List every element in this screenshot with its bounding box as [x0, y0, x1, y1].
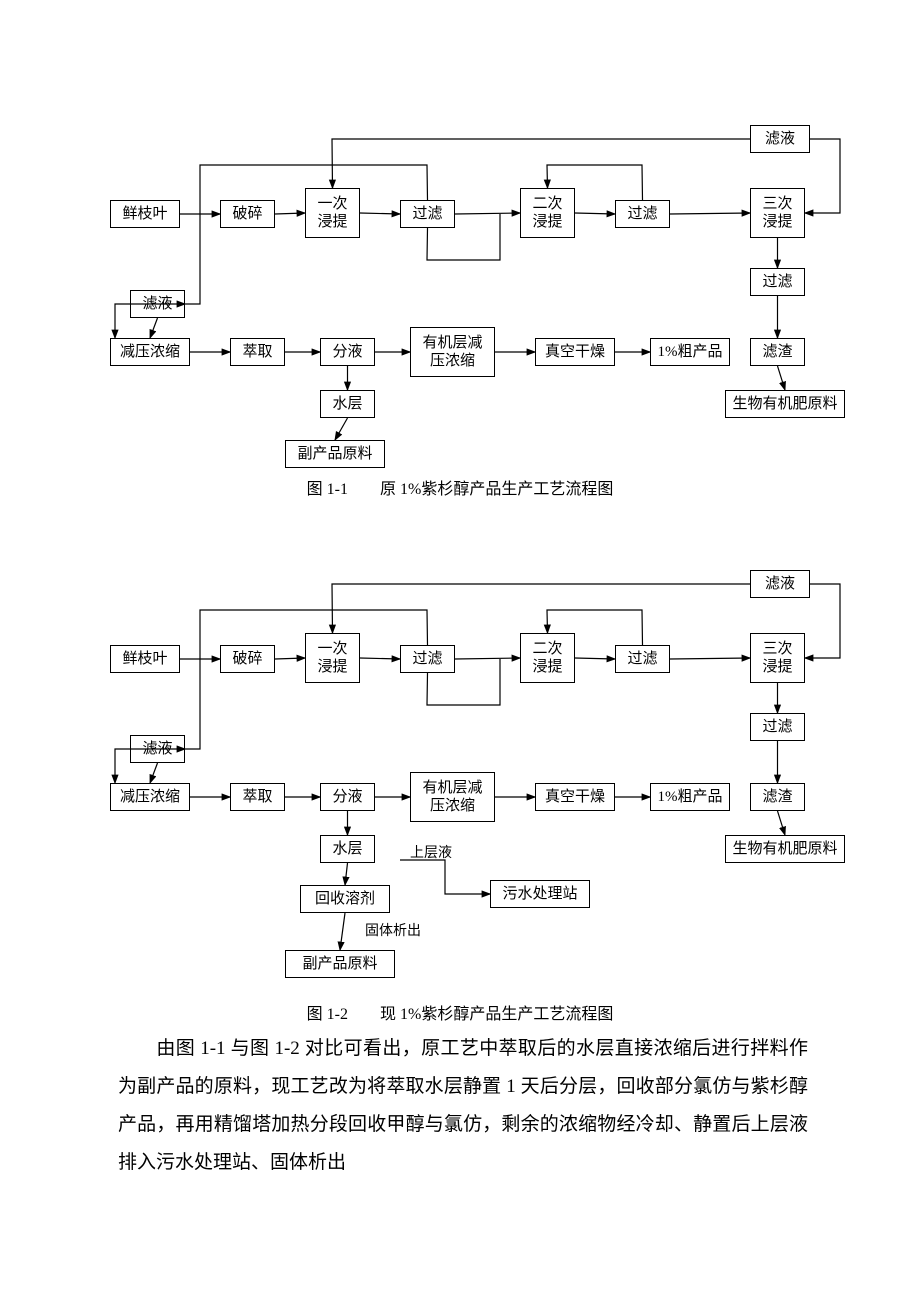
node-cuchanpin: 1%粗产品 — [650, 783, 730, 811]
node-shengwu: 生物有机肥原料 — [725, 390, 845, 418]
caption-2: 图 1-2 现 1%紫杉醇产品生产工艺流程图 — [0, 1000, 920, 1024]
node-huishou: 回收溶剂 — [300, 885, 390, 913]
node-yiciti: 一次 浸提 — [305, 633, 360, 683]
annotation-label: 上层液 — [410, 842, 452, 862]
node-zhenkong: 真空干燥 — [535, 783, 615, 811]
node-xianzhiye: 鲜枝叶 — [110, 645, 180, 673]
node-jianya: 减压浓缩 — [110, 338, 190, 366]
node-youji: 有机层减 压浓缩 — [410, 327, 495, 377]
node-sanciti: 三次 浸提 — [750, 633, 805, 683]
node-guolv3: 过滤 — [750, 268, 805, 296]
flowchart-2: 滤液鲜枝叶破碎一次 浸提过滤二次 浸提过滤三次 浸提过滤滤液减压浓缩萃取分液有机… — [0, 560, 920, 980]
node-posui: 破碎 — [220, 200, 275, 228]
node-jianya: 减压浓缩 — [110, 783, 190, 811]
node-sanciti: 三次 浸提 — [750, 188, 805, 238]
node-cuiqu: 萃取 — [230, 783, 285, 811]
node-guolv1: 过滤 — [400, 645, 455, 673]
node-yiciti: 一次 浸提 — [305, 188, 360, 238]
node-fenye: 分液 — [320, 338, 375, 366]
node-zhenkong: 真空干燥 — [535, 338, 615, 366]
node-cuiqu: 萃取 — [230, 338, 285, 366]
node-xianzhiye: 鲜枝叶 — [110, 200, 180, 228]
node-lvye_bot: 滤液 — [130, 290, 185, 318]
node-lvye_bot: 滤液 — [130, 735, 185, 763]
node-wushui: 污水处理站 — [490, 880, 590, 908]
annotation-label: 固体析出 — [365, 920, 421, 940]
node-guolv2: 过滤 — [615, 645, 670, 673]
node-fuchanpin: 副产品原料 — [285, 440, 385, 468]
node-youji: 有机层减 压浓缩 — [410, 772, 495, 822]
node-shuiceng: 水层 — [320, 835, 375, 863]
node-lvye_top: 滤液 — [750, 570, 810, 598]
node-fenye: 分液 — [320, 783, 375, 811]
node-guolv2: 过滤 — [615, 200, 670, 228]
node-shengwu: 生物有机肥原料 — [725, 835, 845, 863]
body-text: 由图 1-1 与图 1-2 对比可看出，原工艺中萃取后的水层直接浓缩后进行拌料作… — [118, 1038, 808, 1173]
caption-1: 图 1-1 原 1%紫杉醇产品生产工艺流程图 — [0, 475, 920, 499]
node-lvye_top: 滤液 — [750, 125, 810, 153]
node-cuchanpin: 1%粗产品 — [650, 338, 730, 366]
node-erciti: 二次 浸提 — [520, 633, 575, 683]
node-guolv3: 过滤 — [750, 713, 805, 741]
body-paragraph: 由图 1-1 与图 1-2 对比可看出，原工艺中萃取后的水层直接浓缩后进行拌料作… — [118, 1030, 808, 1182]
node-lvzha: 滤渣 — [750, 783, 805, 811]
flowchart-1: 滤液鲜枝叶破碎一次 浸提过滤二次 浸提过滤三次 浸提过滤滤液减压浓缩萃取分液有机… — [0, 120, 920, 470]
node-lvzha: 滤渣 — [750, 338, 805, 366]
node-erciti: 二次 浸提 — [520, 188, 575, 238]
node-guolv1: 过滤 — [400, 200, 455, 228]
node-fuchanpin: 副产品原料 — [285, 950, 395, 978]
node-shuiceng: 水层 — [320, 390, 375, 418]
node-posui: 破碎 — [220, 645, 275, 673]
